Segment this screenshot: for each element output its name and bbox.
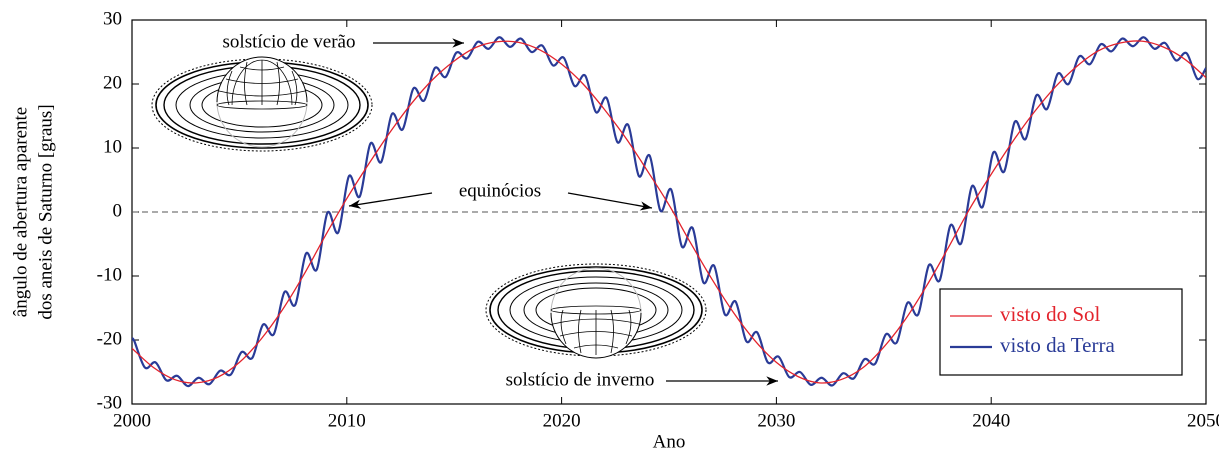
legend-box <box>939 288 1183 376</box>
y-tick-label: 0 <box>113 200 123 221</box>
y-tick-label: -20 <box>97 328 122 349</box>
line-series <box>132 40 1206 384</box>
x-tick-label: 2020 <box>543 410 581 431</box>
y-tick-label: 30 <box>103 8 122 29</box>
x-tick-label: 2000 <box>113 410 151 431</box>
annotation: solstício de inverno <box>506 369 655 390</box>
annotation: equinócios <box>459 180 541 201</box>
y-axis-label: dos aneis de Saturno [graus] <box>35 104 56 319</box>
x-axis-label: Ano <box>653 431 686 452</box>
plot-area <box>132 36 1206 388</box>
x-tick-label: 2010 <box>328 410 366 431</box>
y-tick-label: -10 <box>97 264 122 285</box>
y-tick-label: -30 <box>97 392 122 413</box>
legend-label: visto do Sol <box>1000 302 1101 326</box>
y-tick-label: 20 <box>103 72 122 93</box>
y-tick-label: 10 <box>103 136 122 157</box>
saturn-icon <box>485 263 707 359</box>
annotation: solstício de verão <box>223 31 356 52</box>
legend-label: visto da Terra <box>1000 333 1115 357</box>
x-tick-label: 2040 <box>972 410 1010 431</box>
y-axis-label: ângulo de abertura aparente <box>10 107 31 317</box>
annotation-arrows <box>348 38 778 386</box>
x-tick-label: 2050 <box>1187 410 1219 431</box>
saturn-icon <box>151 56 373 152</box>
x-tick-label: 2030 <box>757 410 795 431</box>
